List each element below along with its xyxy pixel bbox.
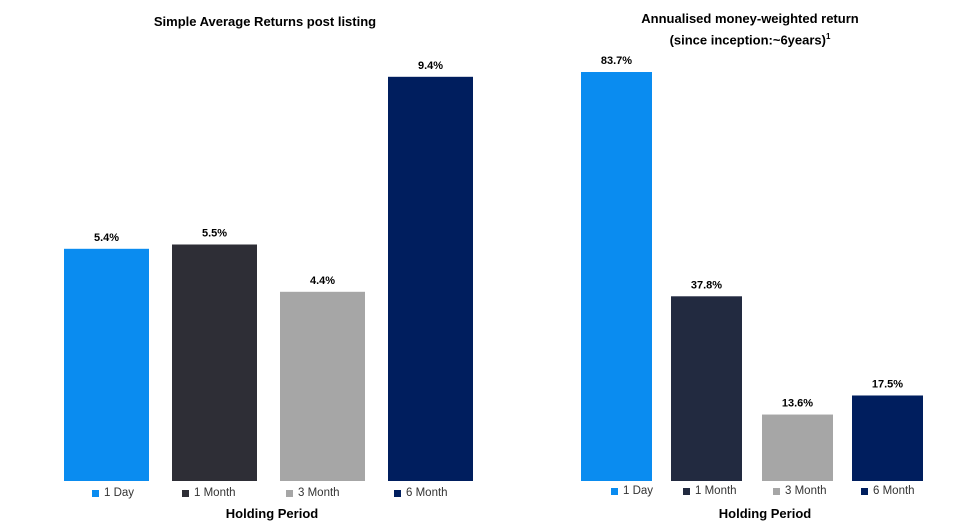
legend-swatch	[611, 487, 618, 495]
chart-2-legend-item-3: 3 Month	[773, 485, 827, 497]
legend-swatch	[394, 489, 401, 497]
legend-label: 1 Month	[695, 485, 737, 497]
legend-label: 6 Month	[873, 485, 915, 497]
chart-2-bar-3	[762, 414, 833, 481]
chart-1-data-label-2: 5.5%	[202, 228, 227, 240]
chart-2-bar-2	[671, 296, 742, 481]
chart-2-subtitle-text: (since inception:~6years)	[669, 32, 826, 48]
chart-2-subtitle: (since inception:~6years)1	[600, 28, 900, 49]
chart-1-bar-4	[388, 76, 473, 482]
chart-1-data-label-1: 5.4%	[94, 232, 119, 244]
chart-2-legend-item-2: 1 Month	[683, 485, 737, 497]
chart-2-bar-4	[852, 395, 923, 481]
chart-1-data-label-4: 9.4%	[418, 60, 443, 72]
legend-label: 1 Day	[623, 485, 654, 497]
chart-1-bar-1	[64, 248, 149, 481]
chart-1-bar-2	[172, 244, 257, 481]
chart-2-bar-1	[581, 72, 652, 482]
chart-1-bar-3	[280, 291, 365, 481]
chart-1-data-label-3: 4.4%	[310, 275, 335, 287]
legend-swatch	[92, 489, 99, 497]
chart-2-data-label-4: 17.5%	[872, 378, 903, 390]
legend-swatch	[861, 487, 868, 495]
chart-2-footnote-marker: 1	[825, 32, 831, 41]
chart-2-data-label-3: 13.6%	[782, 398, 813, 410]
legend-swatch	[683, 487, 690, 495]
legend-label: 6 Month	[406, 487, 448, 499]
legend-swatch	[773, 487, 780, 495]
chart-2-legend-item-4: 6 Month	[861, 485, 915, 497]
chart-1-title: Simple Average Returns post listing	[153, 14, 377, 29]
chart-1-xlabel: Holding Period	[225, 506, 319, 521]
legend-label: 3 Month	[298, 487, 340, 499]
legend-swatch	[286, 489, 293, 497]
chart-2-data-label-2: 37.8%	[691, 279, 722, 291]
legend-label: 3 Month	[785, 485, 827, 497]
chart-1-legend-item-4: 6 Month	[394, 487, 448, 499]
chart-1-legend-item-1: 1 Day	[92, 487, 134, 499]
legend-label: 1 Day	[104, 487, 135, 499]
chart-2-data-label-1: 83.7%	[601, 55, 632, 67]
chart-2-legend-item-1: 1 Day	[611, 485, 653, 497]
legend-swatch	[182, 489, 189, 497]
chart-2-title: Annualised money-weighted return (since …	[600, 10, 900, 49]
chart-1-legend-item-2: 1 Month	[182, 487, 236, 499]
legend-label: 1 Month	[194, 487, 236, 499]
chart-2-xlabel: Holding Period	[718, 506, 812, 521]
chart-2-title-line1: Annualised money-weighted return	[641, 11, 859, 26]
chart-1-legend-item-3: 3 Month	[286, 487, 340, 499]
